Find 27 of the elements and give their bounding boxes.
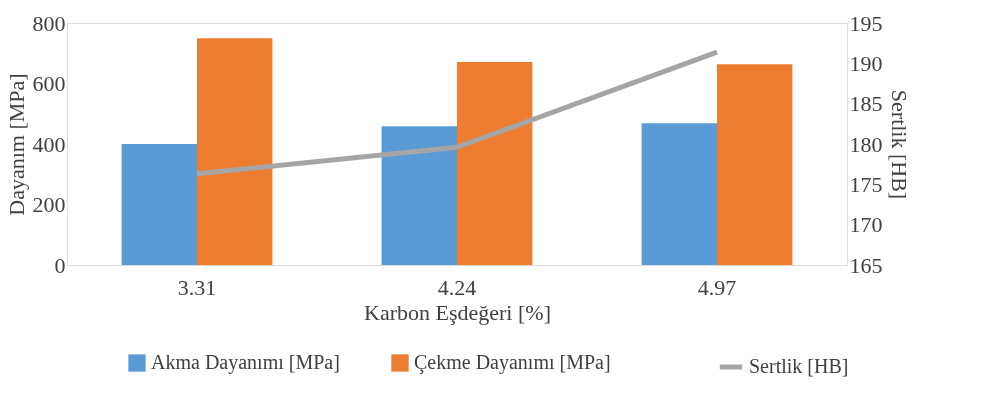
bar bbox=[121, 144, 197, 265]
x-tick-label: 4.97 bbox=[697, 274, 737, 300]
y-axis-title: Dayanım [MPa] bbox=[3, 73, 29, 216]
legend-label: Sertlik [HB] bbox=[749, 355, 849, 377]
y-tick-label: 400 bbox=[32, 131, 66, 157]
x-tick-label: 4.24 bbox=[437, 274, 477, 300]
y-tick-label: 600 bbox=[32, 71, 66, 96]
y2-tick-label: 195 bbox=[849, 10, 883, 36]
y2-tick-label: 185 bbox=[849, 91, 883, 117]
x-tick-label: 3.31 bbox=[177, 274, 217, 300]
bar bbox=[641, 123, 717, 265]
y2-axis-title: Sertlik [HB] bbox=[886, 89, 912, 200]
y2-tick-label: 175 bbox=[849, 171, 883, 197]
y-tick-label: 0 bbox=[54, 252, 66, 278]
y2-tick-label: 190 bbox=[849, 50, 883, 76]
y2-tick-label: 170 bbox=[849, 212, 883, 238]
bar bbox=[381, 126, 457, 265]
legend-label: Çekme Dayanımı [MPa] bbox=[414, 351, 611, 374]
legend-label: Akma Dayanımı [MPa] bbox=[151, 351, 340, 374]
y2-tick-label: 180 bbox=[849, 131, 883, 157]
y-tick-label: 200 bbox=[32, 192, 66, 217]
bar bbox=[197, 38, 273, 265]
bar bbox=[457, 62, 533, 265]
y-tick-label: 800 bbox=[32, 10, 66, 36]
x-axis-title: Karbon Eşdeğeri [%] bbox=[364, 299, 551, 325]
y2-tick-label: 165 bbox=[849, 252, 883, 278]
bar bbox=[717, 64, 793, 265]
